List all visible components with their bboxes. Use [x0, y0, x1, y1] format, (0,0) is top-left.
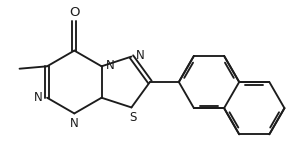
- Text: N: N: [106, 59, 115, 72]
- Text: N: N: [70, 117, 79, 130]
- Text: N: N: [34, 91, 43, 104]
- Text: N: N: [136, 49, 144, 62]
- Text: O: O: [69, 6, 80, 19]
- Text: S: S: [129, 111, 136, 124]
